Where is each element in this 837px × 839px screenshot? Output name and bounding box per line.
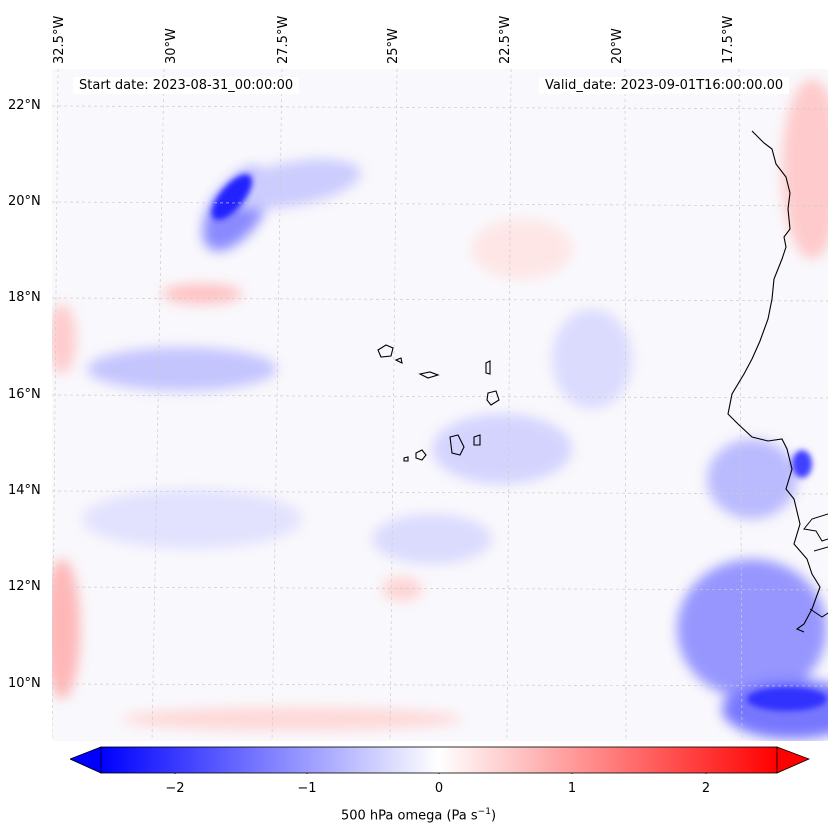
lon-label-20w: 20°W: [610, 28, 625, 64]
colorbar: [70, 746, 810, 774]
lon-label-32.5w: 32.5°W: [52, 15, 67, 64]
colorbar-label-main: 500 hPa omega (Pa s: [340, 808, 478, 824]
santo-antao-island: [377, 344, 394, 358]
lat-label-20n: 20°N: [8, 194, 41, 209]
valid-date-label: Valid_date: 2023-09-01T16:00:00.00: [539, 77, 790, 94]
colorbar-gradient: [100, 746, 778, 774]
lon-label-22.5w: 22.5°W: [498, 15, 513, 64]
lat-label-16n: 16°N: [8, 387, 41, 402]
cape-verde-islands: [377, 344, 500, 462]
lat-label-14n: 14°N: [8, 483, 41, 498]
lon-label-30w: 30°W: [164, 28, 179, 64]
coastline-detail: [803, 513, 828, 618]
colorbar-tick-neg1: −1: [297, 781, 317, 796]
sao-vicente-island: [394, 357, 403, 364]
colorbar-tick-0: 0: [434, 781, 444, 796]
omega-field-strong: [211, 174, 827, 711]
boa-vista-island: [486, 390, 500, 406]
santiago-island: [449, 434, 465, 456]
lat-label-10n: 10°N: [8, 676, 41, 691]
colorbar-label-tail: ): [490, 808, 497, 824]
lon-label-17.5w: 17.5°W: [721, 15, 736, 64]
lon-label-27.5w: 27.5°W: [276, 15, 291, 64]
sal-island: [485, 360, 491, 375]
fogo-island: [415, 449, 427, 461]
lat-label-18n: 18°N: [8, 290, 41, 305]
maio-island: [473, 434, 481, 446]
colorbar-tick-neg2: −2: [165, 781, 185, 796]
colorbar-tick-1: 1: [567, 781, 577, 796]
sao-nicolau-island: [418, 371, 440, 379]
omega-field: [52, 79, 828, 739]
african-coastline: [727, 130, 821, 633]
omega-map: [52, 69, 828, 741]
lon-label-25w: 25°W: [386, 28, 401, 64]
colorbar-extend-min: [70, 746, 102, 774]
colorbar-tick-2: 2: [701, 781, 711, 796]
start-date-label: Start date: 2023-08-31_00:00:00: [73, 77, 300, 94]
colorbar-extend-max: [776, 746, 810, 774]
lat-label-12n: 12°N: [8, 579, 41, 594]
colorbar-label: 500 hPa omega (Pa s−1): [0, 807, 837, 823]
lat-label-22n: 22°N: [8, 98, 41, 113]
gridlines: [52, 69, 828, 741]
colorbar-label-exponent: −1: [477, 807, 491, 817]
brava-island: [403, 456, 409, 462]
